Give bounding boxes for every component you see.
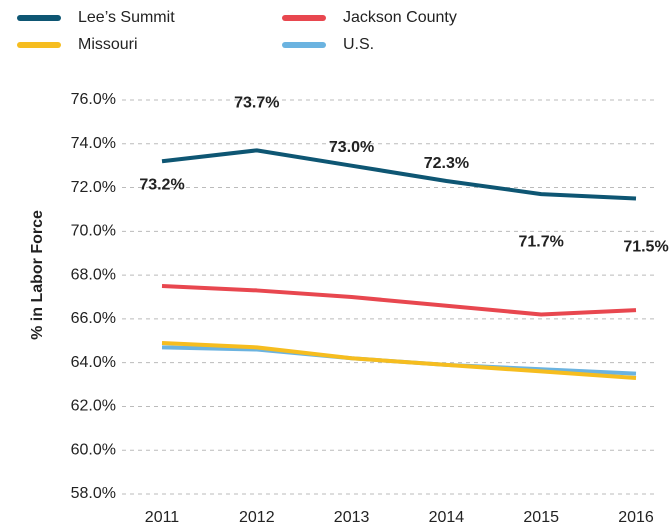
- x-tick-label: 2013: [334, 509, 370, 526]
- legend-label: Jackson County: [343, 9, 457, 26]
- legend-label: Lee’s Summit: [78, 9, 175, 26]
- y-axis-label: % in Labor Force: [29, 210, 46, 340]
- y-tick-label: 70.0%: [71, 223, 116, 240]
- y-tick-label: 64.0%: [71, 354, 116, 371]
- data-label: 71.7%: [519, 233, 564, 250]
- x-tick-label: 2015: [523, 509, 559, 526]
- data-label: 73.2%: [139, 177, 184, 194]
- y-tick-label: 58.0%: [71, 485, 116, 502]
- x-tick-label: 2014: [429, 509, 465, 526]
- data-label: 73.0%: [329, 139, 374, 156]
- x-tick-label: 2012: [239, 509, 275, 526]
- y-tick-label: 74.0%: [71, 135, 116, 152]
- legend-label: Missouri: [78, 36, 138, 53]
- y-tick-label: 68.0%: [71, 266, 116, 283]
- y-tick-label: 66.0%: [71, 310, 116, 327]
- y-tick-label: 62.0%: [71, 398, 116, 415]
- x-tick-label: 2016: [618, 509, 654, 526]
- legend-label: U.S.: [343, 36, 374, 53]
- series-line: [161, 340, 637, 380]
- data-label: 71.5%: [623, 239, 668, 256]
- x-tick-label: 2011: [145, 509, 180, 526]
- series-line: [161, 148, 637, 201]
- y-tick-label: 72.0%: [71, 179, 116, 196]
- y-tick-label: 76.0%: [71, 91, 116, 108]
- series-line: [161, 284, 637, 317]
- data-label: 72.3%: [424, 155, 469, 172]
- y-tick-label: 60.0%: [71, 441, 116, 458]
- data-label: 73.7%: [234, 95, 279, 112]
